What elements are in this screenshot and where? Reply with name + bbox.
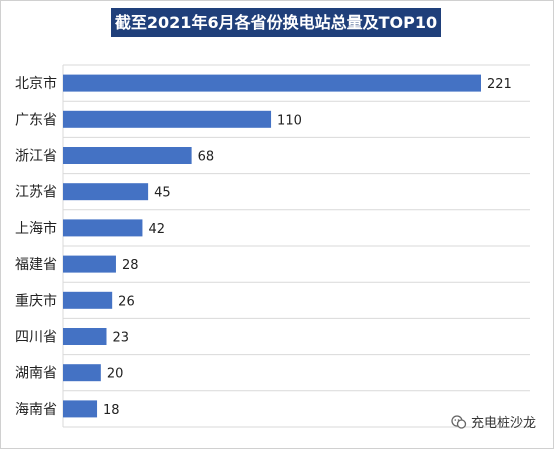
category-label: 浙江省 (15, 149, 57, 165)
wechat-icon (451, 414, 467, 429)
bar (63, 328, 107, 345)
category-label: 北京市 (15, 75, 57, 92)
bars (63, 74, 481, 418)
value-label: 28 (122, 258, 139, 273)
category-label: 海南省 (15, 402, 57, 418)
value-label: 20 (107, 367, 124, 382)
category-label: 四川省 (15, 330, 57, 346)
bar (63, 183, 149, 201)
value-label: 18 (103, 403, 120, 418)
value-label: 26 (118, 294, 135, 309)
bar (63, 364, 101, 382)
value-label: 45 (154, 186, 171, 201)
gridlines (62, 64, 530, 428)
category-label: 福建省 (15, 257, 57, 273)
bar (63, 400, 98, 418)
value-label: 68 (198, 150, 215, 165)
category-label: 湖南省 (15, 366, 57, 382)
bar (63, 291, 113, 309)
bar (63, 147, 192, 164)
watermark: 充电桩沙龙 (451, 412, 536, 431)
value-label: 221 (487, 77, 512, 92)
category-label: 上海市 (15, 220, 57, 237)
labels: 北京市 221 广东省 110 浙江省 68 江苏省 45 上海市 42 福建省 28 重庆市 26 四川省… (15, 75, 512, 418)
value-label: 110 (277, 113, 302, 128)
value-label: 42 (148, 222, 165, 237)
bar (63, 219, 143, 237)
watermark-text: 充电桩沙龙 (470, 416, 536, 431)
bar (63, 110, 272, 128)
value-label: 23 (113, 331, 130, 346)
bar (63, 74, 481, 92)
category-label: 重庆市 (15, 292, 57, 309)
chart-title: 截至2021年6月各省份换电站总量及TOP10 (111, 8, 441, 37)
category-label: 江苏省 (15, 185, 57, 201)
bar (63, 255, 116, 273)
category-label: 广东省 (15, 112, 57, 128)
